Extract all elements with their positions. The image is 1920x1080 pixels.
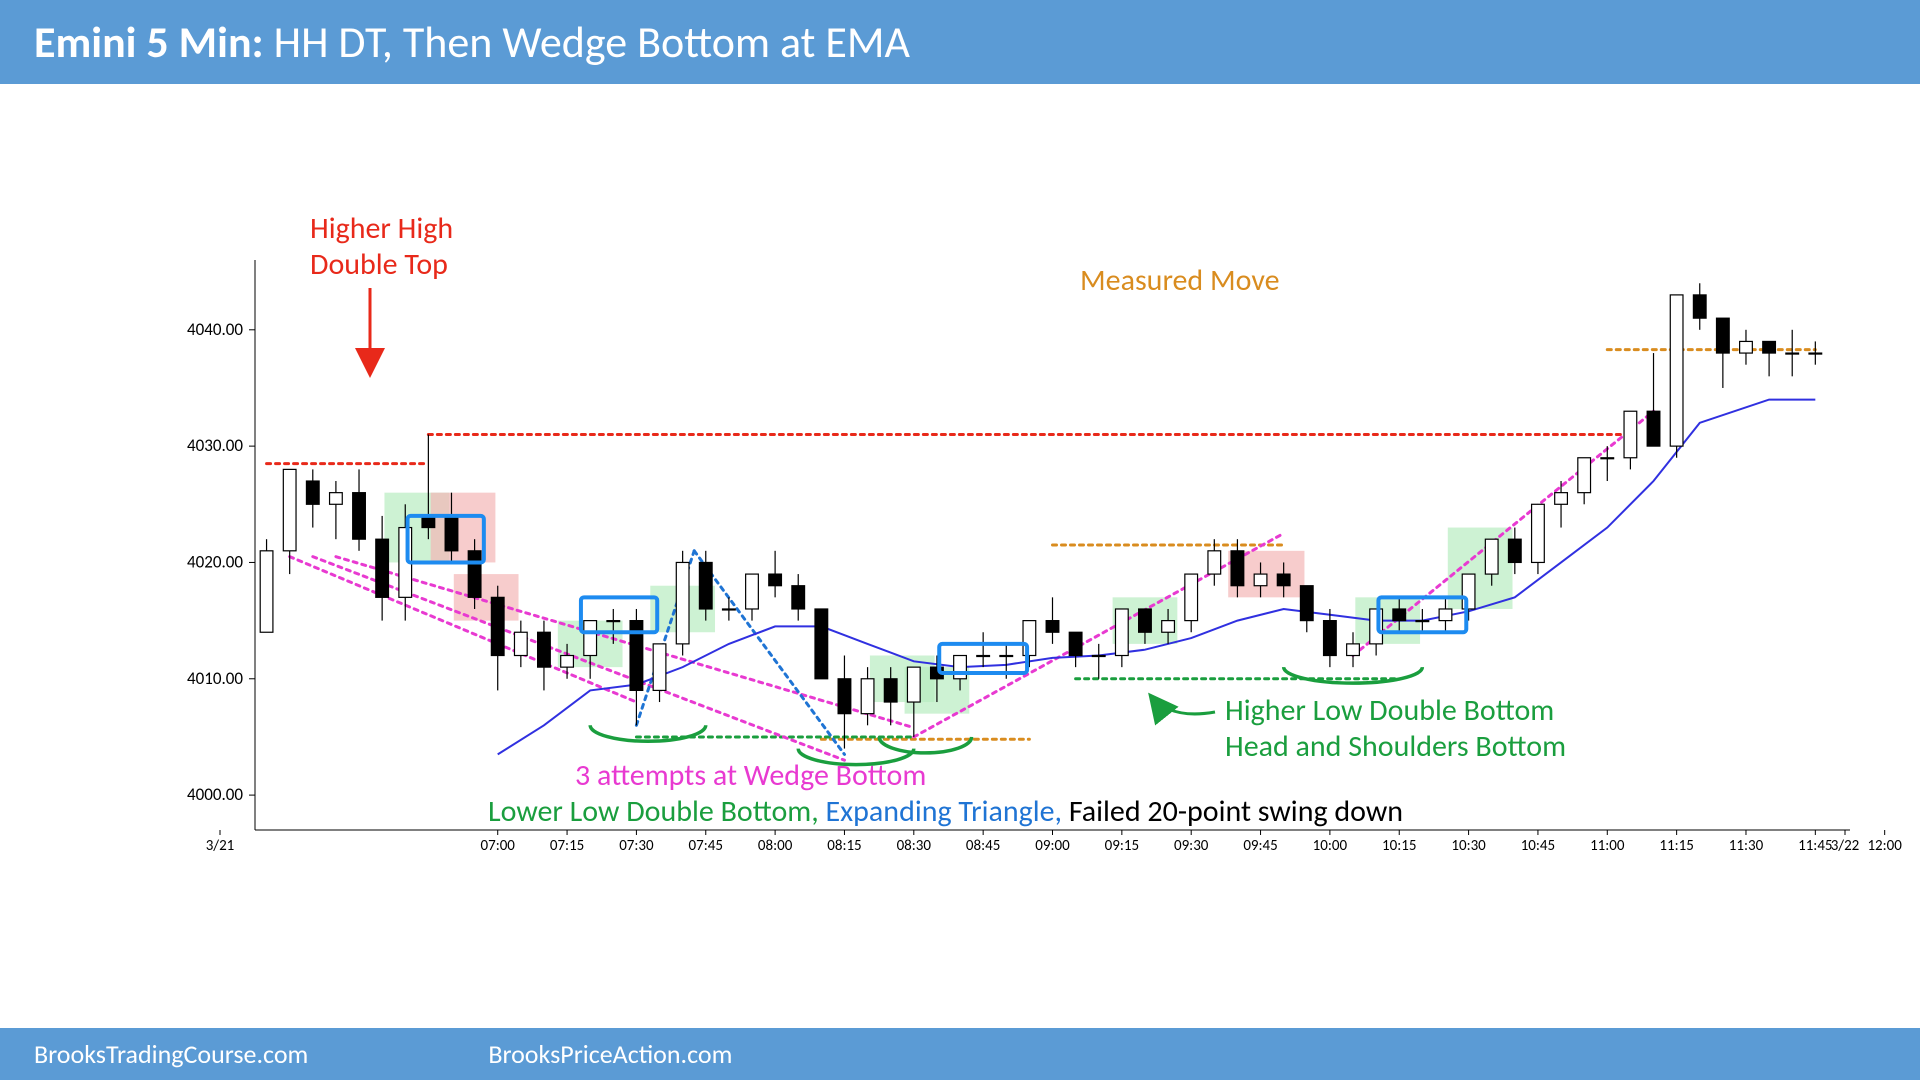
svg-text:4040.00: 4040.00 xyxy=(187,319,243,340)
svg-text:10:45: 10:45 xyxy=(1521,837,1555,855)
svg-text:3/21: 3/21 xyxy=(206,837,235,855)
svg-text:09:15: 09:15 xyxy=(1105,837,1139,855)
svg-text:4000.00: 4000.00 xyxy=(187,784,243,805)
svg-text:10:30: 10:30 xyxy=(1451,837,1486,855)
svg-text:07:15: 07:15 xyxy=(550,837,584,855)
svg-text:07:45: 07:45 xyxy=(689,837,723,855)
svg-text:11:15: 11:15 xyxy=(1659,837,1693,855)
svg-text:09:45: 09:45 xyxy=(1243,837,1277,855)
svg-text:12:00: 12:00 xyxy=(1867,837,1902,855)
svg-text:4030.00: 4030.00 xyxy=(187,435,243,456)
svg-text:07:00: 07:00 xyxy=(480,837,515,855)
svg-text:08:30: 08:30 xyxy=(897,837,932,855)
svg-text:10:00: 10:00 xyxy=(1313,837,1348,855)
svg-text:11:00: 11:00 xyxy=(1590,837,1625,855)
svg-text:08:00: 08:00 xyxy=(758,837,793,855)
svg-text:4020.00: 4020.00 xyxy=(187,551,243,572)
svg-text:10:15: 10:15 xyxy=(1382,837,1416,855)
svg-text:11:30: 11:30 xyxy=(1729,837,1764,855)
svg-text:08:45: 08:45 xyxy=(966,837,1000,855)
svg-text:11:45: 11:45 xyxy=(1798,837,1832,855)
svg-text:08:15: 08:15 xyxy=(827,837,861,855)
chart: 4000.00 4010.00 4020.00 4030.00 4040.00 3/21 0… xyxy=(170,260,1860,880)
svg-text:09:00: 09:00 xyxy=(1035,837,1070,855)
chart-svg: 4000.00 4010.00 4020.00 4030.00 4040.00 3/21 0… xyxy=(170,260,1860,880)
svg-text:07:30: 07:30 xyxy=(619,837,654,855)
svg-text:4010.00: 4010.00 xyxy=(187,668,243,689)
svg-text:09:30: 09:30 xyxy=(1174,837,1209,855)
svg-text:3/22: 3/22 xyxy=(1831,837,1860,855)
